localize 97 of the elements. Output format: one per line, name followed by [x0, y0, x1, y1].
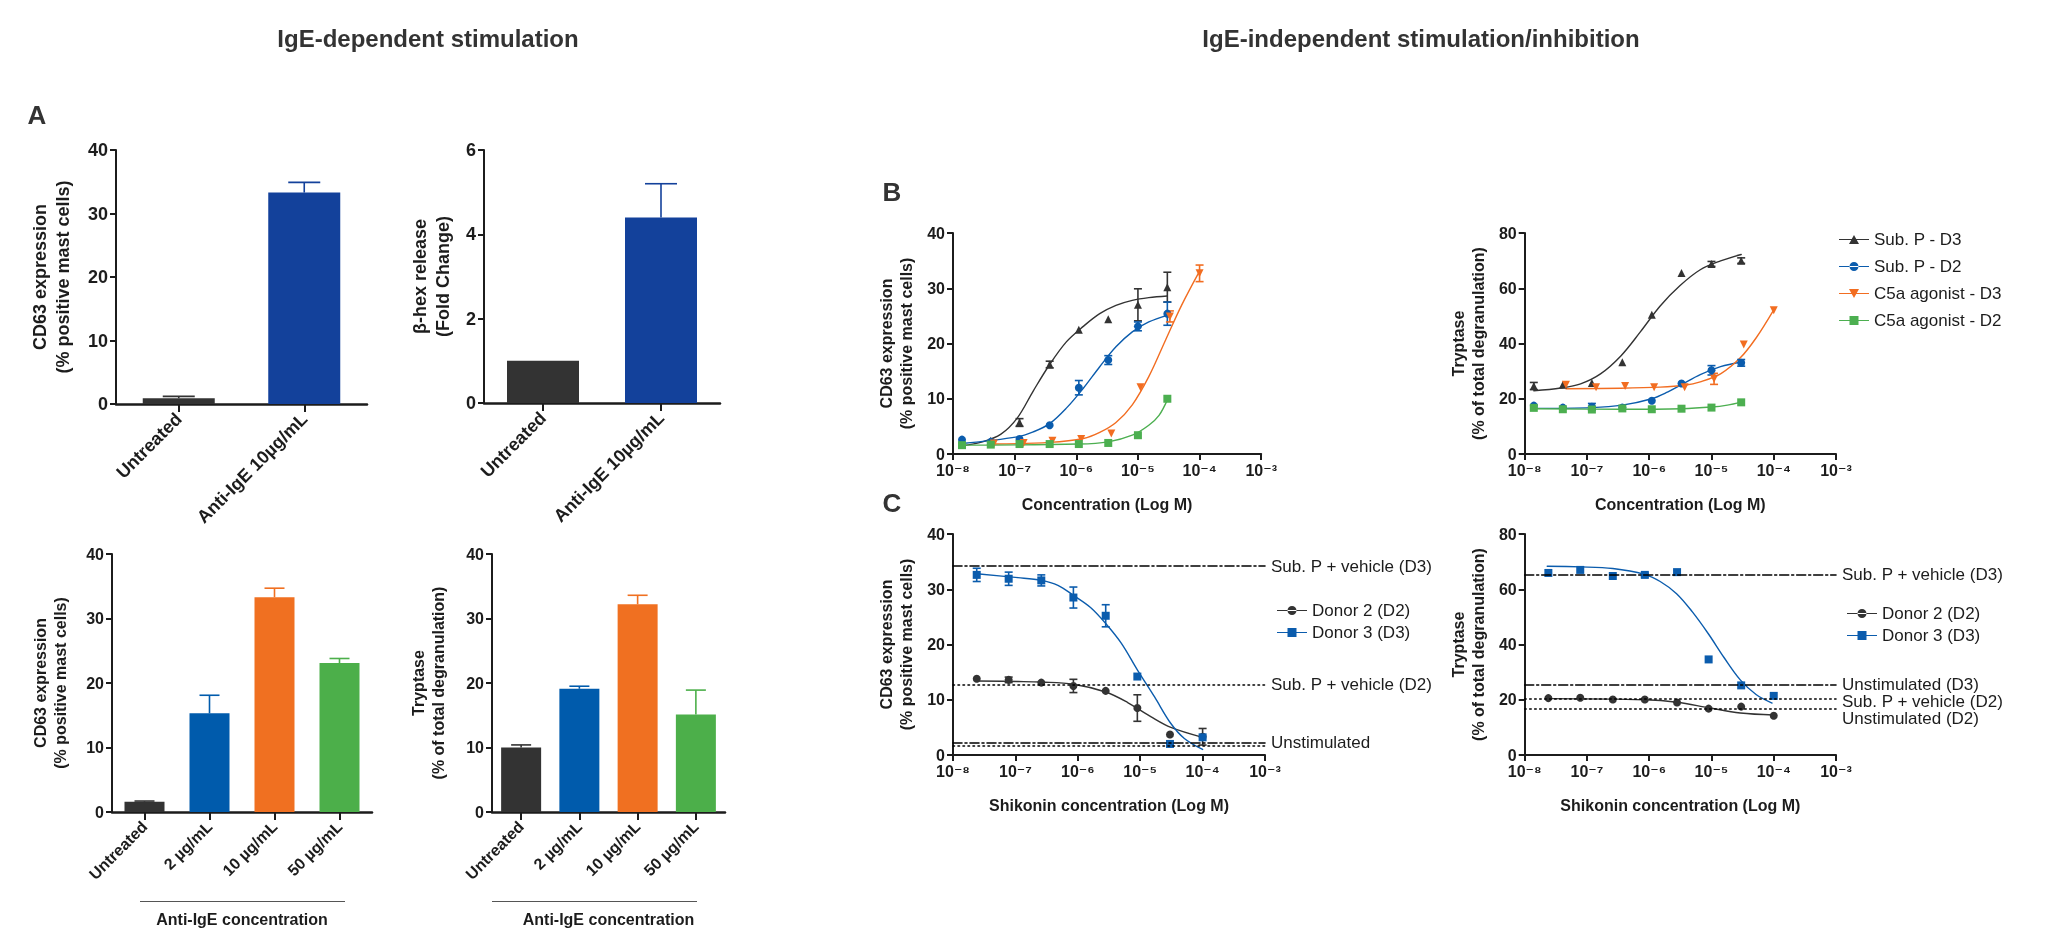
y-tick-label: 10: [86, 739, 105, 756]
y-tick-label: 40: [466, 545, 485, 563]
x-tick-label: 10⁻⁸: [936, 762, 970, 780]
y-tick-label: 0: [475, 803, 485, 821]
text: IgE-independent stimulation/inhibition: [1202, 25, 1640, 53]
y-tick-label: 4: [465, 224, 476, 245]
y-tick-label: 40: [87, 140, 108, 160]
x-tick-label: 10⁻³: [1245, 461, 1277, 479]
legend-label: Sub. P - D3: [1874, 230, 1962, 249]
y-tick-label: 10: [927, 691, 946, 709]
x-tick-label: 10⁻⁷: [998, 461, 1032, 479]
ref-line-label: Sub. P + vehicle (D3): [1842, 564, 2003, 584]
y-tick-label: 40: [1498, 636, 1517, 653]
y-axis-title: Tryptase (% of total degranulation): [1449, 247, 1487, 440]
y-tick-label: 80: [1498, 224, 1517, 242]
x-tick-label: 10⁻⁷: [1570, 461, 1604, 479]
legend-label: C5a agonist - D3: [1874, 284, 2002, 303]
x-tick-label: 10⁻⁴: [1185, 762, 1220, 780]
y-tick-label: 0: [1507, 445, 1517, 463]
y-tick-label: 80: [1498, 525, 1517, 543]
y-axis-title: Tryptase (% of total degranulation): [409, 586, 447, 780]
y-tick-label: 20: [466, 674, 485, 692]
y-tick-label: 0: [97, 394, 108, 414]
y-tick-label: 20: [1498, 691, 1517, 709]
ref-line-label: Sub. P + vehicle (D2): [1842, 692, 2003, 712]
y-tick-label: 20: [86, 674, 105, 692]
text: B: [882, 177, 902, 207]
legend-label: Donor 3 (D3): [1312, 623, 1411, 642]
x-axis-title: Anti-IgE concentration: [522, 910, 695, 928]
text: C: [882, 488, 902, 518]
x-tick-label: 10⁻³: [1249, 762, 1281, 780]
y-tick-label: 40: [86, 545, 105, 563]
legend-label: Donor 2 (D2): [1312, 601, 1411, 620]
y-axis-title: CD63 expression (% positive mast cells): [31, 597, 69, 769]
y-tick-label: 0: [936, 746, 946, 764]
y-axis-title: CD63 expression (% positive mast cells): [877, 558, 915, 731]
x-axis-title: Concentration (Log M): [1595, 495, 1766, 513]
ref-line-label: Unstimulated (D3): [1842, 675, 1979, 695]
ref-line-label: Sub. P + vehicle (D2): [1271, 674, 1432, 694]
y-axis-title: Tryptase (% of total degranulation): [1449, 548, 1487, 741]
y-tick-label: 20: [87, 267, 108, 287]
x-tick-label: 10⁻⁸: [936, 461, 970, 479]
x-tick-label: 10⁻⁶: [1059, 461, 1094, 479]
y-tick-label: 40: [927, 525, 946, 543]
x-tick-label: 10⁻⁵: [1121, 461, 1155, 479]
y-tick-label: 10: [87, 330, 108, 351]
y-tick-label: 0: [936, 445, 946, 463]
x-tick-label: 10⁻⁵: [1694, 461, 1729, 479]
y-tick-label: 40: [927, 224, 946, 242]
y-tick-label: 30: [87, 203, 108, 224]
x-tick-label: 10⁻⁶: [1632, 762, 1667, 780]
y-tick-label: 2: [465, 308, 476, 329]
y-tick-label: 6: [465, 140, 476, 160]
y-axis-title: CD63 expression (% positive mast cells): [29, 180, 73, 374]
y-tick-label: 10: [927, 390, 946, 408]
legend-label: Donor 2 (D2): [1882, 604, 1981, 623]
x-tick-label: 10⁻⁸: [1507, 461, 1542, 479]
x-tick-label: 10⁻⁴: [1756, 762, 1791, 780]
ref-line-label: Unstimulated: [1271, 733, 1371, 753]
y-tick-label: 0: [465, 393, 476, 413]
x-tick-label: 10⁻³: [1820, 461, 1852, 479]
x-tick-label: 10⁻⁷: [998, 762, 1032, 780]
text: A: [27, 100, 47, 130]
y-tick-label: 20: [927, 636, 946, 653]
x-axis-title: Shikonin concentration (Log M): [989, 796, 1229, 814]
x-tick-label: 10⁻⁴: [1756, 461, 1791, 479]
y-tick-label: 30: [466, 610, 485, 627]
x-tick-label: 10⁻⁶: [1061, 762, 1095, 780]
y-axis-title: β-hex release (Fold Change): [409, 216, 453, 337]
y-tick-label: 60: [1498, 580, 1517, 598]
text: IgE-dependent stimulation: [277, 25, 579, 53]
y-tick-label: 20: [927, 335, 946, 352]
x-tick-label: 10⁻⁷: [1570, 762, 1604, 780]
y-tick-label: 30: [927, 279, 946, 297]
legend-label: Sub. P - D2: [1874, 257, 1962, 276]
ref-line-label: Unstimulated (D2): [1842, 709, 1979, 729]
y-tick-label: 30: [927, 580, 946, 598]
y-tick-label: 60: [1498, 279, 1517, 297]
y-tick-label: 30: [86, 610, 105, 627]
x-tick-label: 10⁻⁵: [1694, 762, 1729, 780]
y-tick-label: 10: [466, 739, 485, 756]
x-axis-title: Anti-IgE concentration: [156, 910, 328, 928]
x-tick-label: 10⁻³: [1820, 762, 1852, 780]
x-tick-label: 10⁻⁶: [1632, 461, 1667, 479]
y-tick-label: 0: [95, 803, 105, 821]
x-tick-label: 10⁻⁸: [1507, 762, 1542, 780]
y-tick-label: 40: [1498, 335, 1517, 352]
y-axis-title: CD63 expression (% positive mast cells): [877, 257, 915, 430]
legend-label: C5a agonist - D2: [1874, 311, 2002, 330]
legend-label: Donor 3 (D3): [1882, 626, 1981, 645]
x-axis-title: Shikonin concentration (Log M): [1560, 796, 1801, 814]
x-tick-label: 10⁻⁵: [1123, 762, 1158, 780]
ref-line-label: Sub. P + vehicle (D3): [1271, 556, 1432, 576]
x-axis-title: Concentration (Log M): [1021, 495, 1193, 513]
y-tick-label: 0: [1507, 746, 1517, 764]
x-tick-label: 10⁻⁴: [1182, 461, 1217, 479]
y-tick-label: 20: [1498, 390, 1517, 408]
